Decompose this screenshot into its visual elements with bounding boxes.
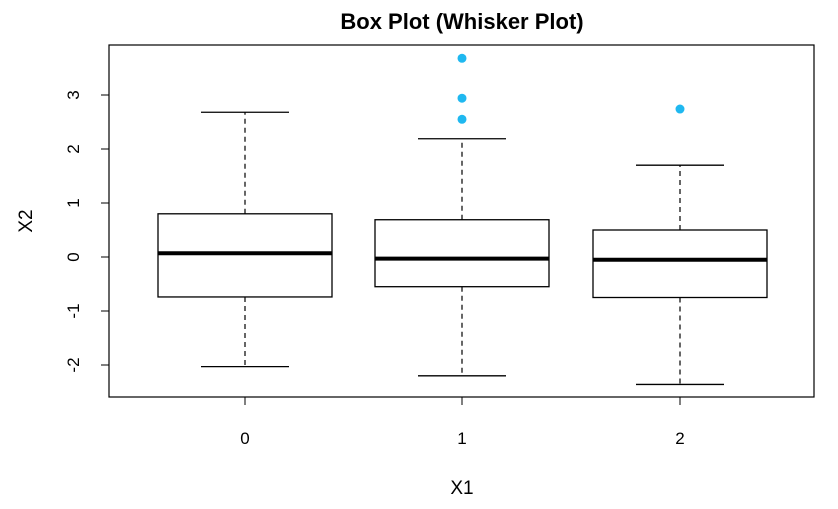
y-tick-label: -1	[64, 303, 83, 318]
box-0	[157, 111, 333, 368]
box-1	[374, 53, 550, 377]
x-tick-label: 0	[240, 429, 249, 448]
iqr-box	[374, 219, 550, 288]
box-2	[592, 104, 768, 386]
outlier-point	[675, 104, 685, 114]
y-axis: -2 -1 0 1 2 3	[64, 90, 110, 373]
y-tick-label: 0	[64, 252, 83, 261]
y-tick-label: 1	[64, 198, 83, 207]
chart-title: Box Plot (Whisker Plot)	[340, 9, 583, 34]
boxes-group	[157, 53, 768, 386]
iqr-box	[592, 229, 768, 299]
outlier-point	[457, 53, 467, 63]
x-axis-label: X1	[450, 478, 473, 499]
y-tick-label: 3	[64, 90, 83, 99]
y-tick-label: -2	[64, 357, 83, 372]
outlier-point	[457, 93, 467, 103]
y-tick-label: 2	[64, 144, 83, 153]
x-tick-label: 2	[675, 429, 684, 448]
outlier-point	[457, 114, 467, 124]
x-axis: 0 1 2	[240, 396, 685, 448]
y-axis-label: X2	[16, 209, 37, 232]
iqr-box	[157, 213, 333, 298]
x-tick-label: 1	[457, 429, 466, 448]
